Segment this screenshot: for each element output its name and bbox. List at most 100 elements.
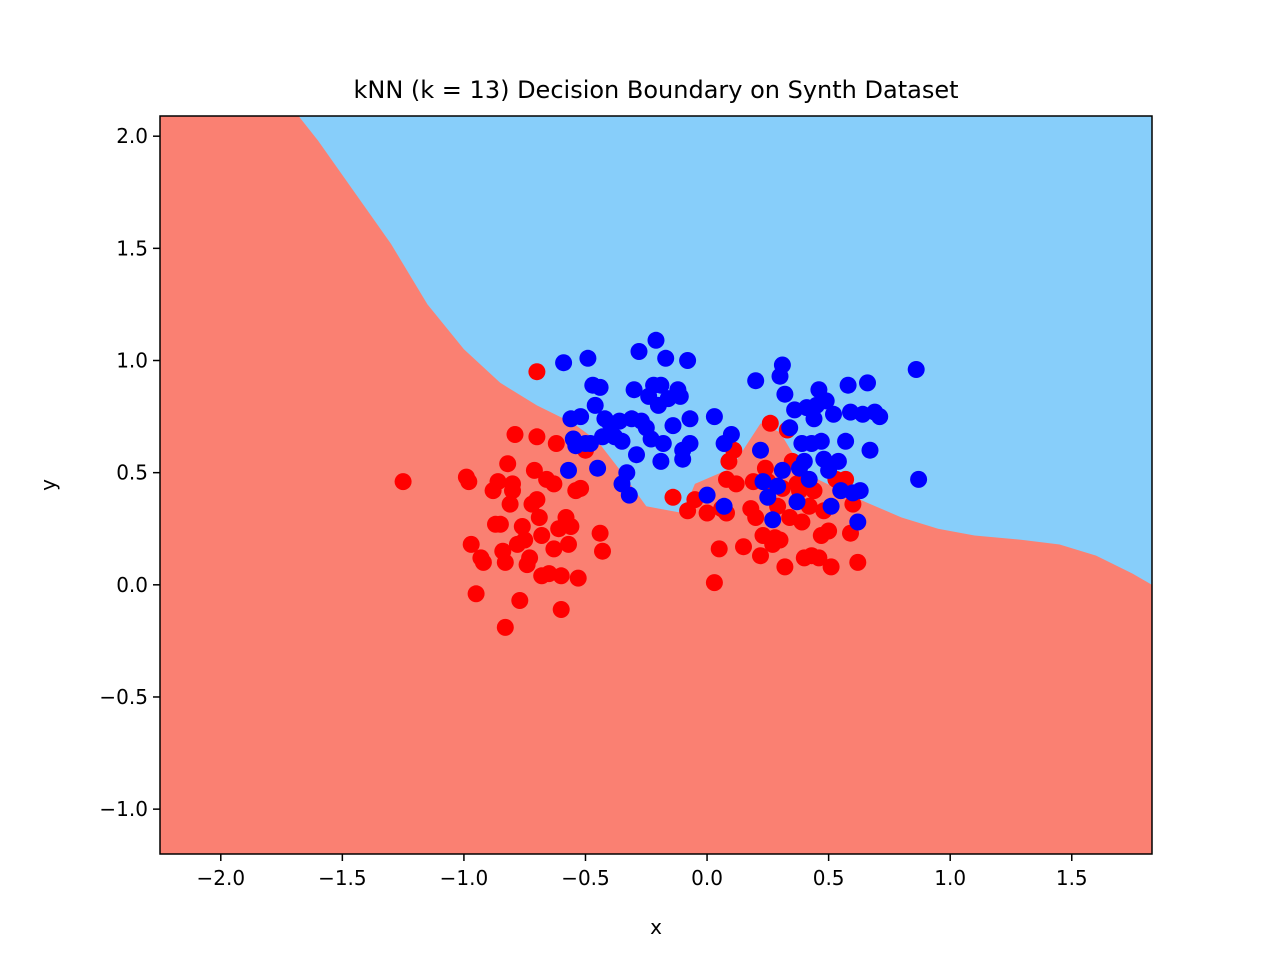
plot-frame [159, 115, 1153, 855]
point-class-1 [572, 408, 590, 426]
point-class-1 [817, 392, 835, 410]
point-class-1 [754, 473, 772, 491]
point-class-1 [647, 331, 665, 349]
y-tick-label: 1.0 [116, 349, 148, 373]
point-class-1 [560, 461, 577, 479]
point-class-1 [795, 452, 813, 470]
point-class-1 [769, 477, 787, 495]
point-class-0 [489, 473, 507, 491]
point-class-1 [679, 352, 697, 369]
point-class-1 [625, 381, 643, 399]
point-class-0 [822, 558, 840, 576]
point-class-1 [871, 408, 889, 426]
point-class-1 [664, 417, 682, 435]
point-class-1 [652, 452, 670, 470]
point-class-0 [552, 567, 570, 585]
point-class-1 [781, 419, 799, 437]
point-class-1 [652, 376, 670, 394]
y-tick-label: 2.0 [116, 124, 148, 148]
point-class-1 [698, 486, 716, 504]
point-class-0 [591, 524, 609, 542]
point-class-0 [533, 527, 551, 544]
point-class-0 [752, 547, 769, 565]
point-class-1 [861, 441, 879, 459]
point-class-1 [910, 470, 928, 488]
point-class-0 [528, 428, 546, 446]
point-class-1 [594, 428, 611, 446]
point-class-0 [513, 518, 531, 535]
point-class-0 [771, 531, 789, 549]
point-class-1 [591, 378, 609, 396]
point-class-0 [511, 592, 529, 609]
point-class-1 [681, 410, 699, 428]
point-class-1 [829, 452, 847, 470]
point-class-1 [812, 432, 830, 450]
point-class-1 [620, 486, 638, 504]
point-class-0 [506, 426, 524, 443]
point-class-1 [654, 435, 672, 452]
y-tick-label: 1.5 [116, 236, 148, 260]
data-points [394, 331, 928, 636]
y-tick-label: 0.0 [116, 573, 148, 597]
point-class-1 [764, 511, 782, 529]
point-class-0 [501, 495, 519, 513]
point-class-0 [810, 549, 828, 567]
point-class-1 [822, 497, 840, 515]
region-class-1 [298, 116, 1152, 585]
point-class-1 [722, 426, 740, 443]
point-class-0 [504, 482, 521, 500]
point-class-0 [521, 549, 539, 567]
point-class-0 [594, 542, 611, 560]
point-class-0 [467, 585, 485, 603]
point-class-1 [674, 450, 692, 468]
point-class-1 [681, 435, 699, 452]
point-class-0 [664, 488, 682, 506]
point-class-0 [849, 553, 867, 571]
point-class-1 [752, 441, 769, 459]
point-class-0 [776, 558, 794, 576]
point-class-0 [528, 491, 546, 509]
point-class-1 [907, 361, 925, 378]
y-axis: −1.0 −0.5 0.0 0.5 1.0 1.5 2.0 [99, 124, 160, 821]
point-class-1 [773, 356, 791, 374]
point-class-0 [793, 513, 811, 531]
point-class-1 [759, 488, 777, 506]
x-tick-label: −1.5 [318, 866, 367, 890]
point-class-1 [715, 497, 733, 515]
point-class-0 [698, 504, 716, 522]
point-class-1 [671, 387, 689, 405]
point-class-1 [788, 493, 806, 511]
point-class-0 [560, 535, 577, 553]
x-tick-label: 1.0 [934, 866, 966, 890]
point-class-1 [628, 446, 645, 464]
point-class-1 [705, 408, 723, 426]
point-class-1 [800, 470, 818, 488]
point-class-0 [525, 461, 543, 479]
point-class-0 [496, 553, 514, 571]
point-class-1 [657, 349, 675, 367]
y-axis-label: y [36, 479, 60, 491]
point-class-1 [805, 410, 823, 428]
point-class-0 [735, 538, 752, 556]
point-class-0 [394, 473, 412, 491]
point-class-0 [516, 531, 534, 549]
point-class-1 [859, 374, 876, 392]
point-class-0 [756, 459, 774, 477]
point-class-1 [851, 482, 869, 500]
point-class-0 [552, 601, 570, 618]
point-class-0 [545, 475, 563, 493]
point-class-1 [825, 405, 842, 423]
x-tick-label: 0.5 [813, 866, 845, 890]
point-class-0 [569, 569, 587, 587]
y-tick-label: −1.0 [99, 797, 148, 821]
point-class-0 [705, 574, 723, 592]
point-class-0 [545, 540, 563, 558]
point-class-0 [710, 540, 728, 558]
x-tick-label: 1.5 [1056, 866, 1088, 890]
point-class-1 [849, 513, 867, 531]
x-axis: −2.0 −1.5 −1.0 −0.5 0.0 0.5 1.0 1.5 [196, 854, 1088, 890]
point-class-0 [491, 515, 509, 533]
point-class-0 [528, 363, 546, 381]
x-tick-label: −1.0 [440, 866, 489, 890]
